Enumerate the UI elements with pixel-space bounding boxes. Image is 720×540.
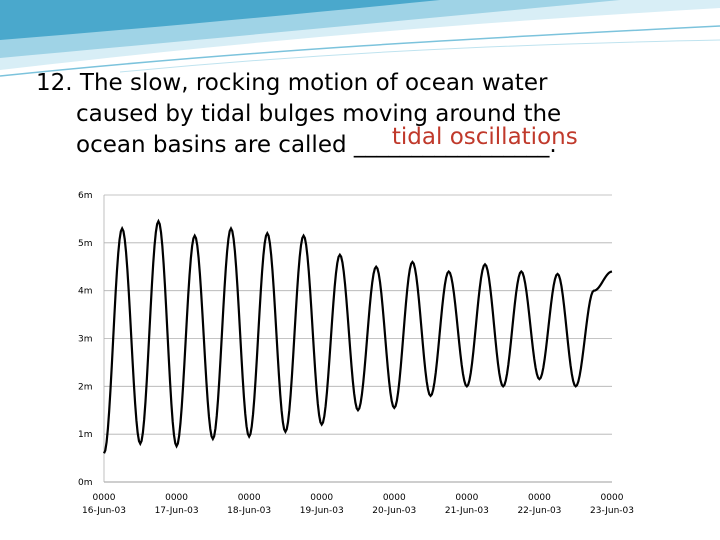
x-tick-time-label: 0000 xyxy=(165,493,188,503)
y-tick-label: 1m xyxy=(78,430,93,440)
x-tick-date-label: 17-Jun-03 xyxy=(155,506,199,516)
y-tick-labels: 0m 1m 2m 3m 4m 5m 6m xyxy=(78,191,93,488)
x-tick-date-label: 18-Jun-03 xyxy=(227,506,271,516)
x-tick-time-label: 0000 xyxy=(383,493,406,503)
swoosh-accent-line-2 xyxy=(119,39,720,73)
question-number: 12. xyxy=(36,70,73,96)
tide-series-line xyxy=(103,218,613,454)
x-tick-time-label: 0000 xyxy=(93,493,116,503)
x-tick-date-label: 21-Jun-03 xyxy=(445,506,489,516)
y-tick-label: 3m xyxy=(78,335,93,345)
tide-chart: 0m 1m 2m 3m 4m 5m 6m 0000 16-Jun-03 0000 17-Jun-0… xyxy=(78,191,634,516)
x-tick-date-label: 22-Jun-03 xyxy=(517,506,561,516)
question-line3-prefix: ocean basins are called xyxy=(76,132,354,158)
header-swoosh-decoration xyxy=(0,0,720,77)
x-tick-date-label: 19-Jun-03 xyxy=(300,506,344,516)
y-tick-label: 0m xyxy=(78,478,93,488)
question-period: . xyxy=(549,132,557,158)
blank-underline: _________________ xyxy=(353,132,550,158)
x-tick-labels: 0000 16-Jun-03 0000 17-Jun-03 0000 18-Jun-03 0… xyxy=(82,493,634,516)
question-line-1: 12. The slow, rocking motion of ocean wa… xyxy=(36,68,716,99)
y-tick-label: 5m xyxy=(78,239,93,249)
grid-layer xyxy=(103,194,612,483)
answer-blank: _________________ tidal oscillations xyxy=(353,124,578,161)
question-line1-text: The slow, rocking motion of ocean water xyxy=(79,70,548,96)
x-tick-time-label: 0000 xyxy=(310,493,333,503)
x-tick-date-label: 20-Jun-03 xyxy=(372,506,416,516)
swoosh-accent-line xyxy=(0,25,720,77)
x-tick-time-label: 0000 xyxy=(238,493,261,503)
question-line-3: ocean basins are called ________________… xyxy=(36,124,716,161)
x-tick-time-label: 0000 xyxy=(528,493,551,503)
y-tick-label: 2m xyxy=(78,382,93,392)
answer-text: tidal oscillations xyxy=(391,124,578,150)
question-text: 12. The slow, rocking motion of ocean wa… xyxy=(36,68,716,161)
x-tick-date-label: 16-Jun-03 xyxy=(82,506,126,516)
y-tick-label: 6m xyxy=(78,191,93,201)
y-tick-label: 4m xyxy=(78,287,93,297)
question-line-2: caused by tidal bulges moving around the xyxy=(76,101,562,127)
x-tick-date-label: 23-Jun-03 xyxy=(590,506,634,516)
x-tick-time-label: 0000 xyxy=(601,493,624,503)
x-tick-time-label: 0000 xyxy=(455,493,478,503)
swoosh-band-dark xyxy=(0,0,440,40)
